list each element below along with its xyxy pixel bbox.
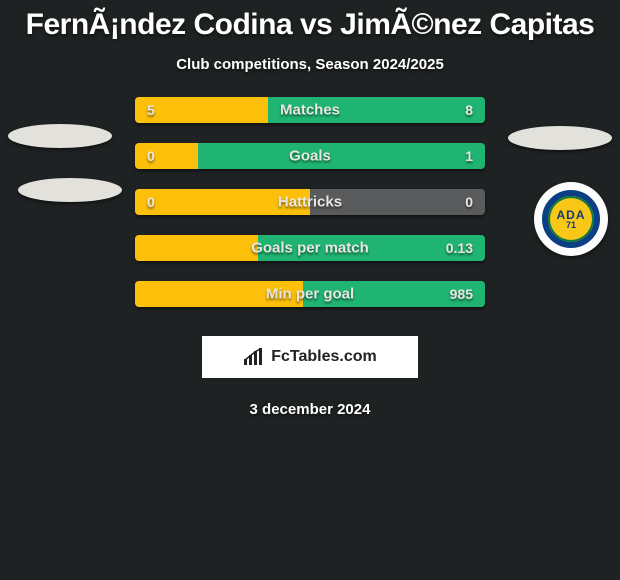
- stat-label: Goals: [135, 148, 485, 165]
- stat-label: Hattricks: [135, 194, 485, 211]
- club-badge-inner: ADA 71: [542, 190, 600, 248]
- stat-row: 58Matches: [135, 97, 485, 123]
- stat-row: 00Hattricks: [135, 189, 485, 215]
- bars-icon: [243, 348, 265, 366]
- date-line: 3 december 2024: [0, 401, 620, 418]
- page-title: FernÃ¡ndez Codina vs JimÃ©nez Capitas: [0, 0, 620, 42]
- source-box[interactable]: FcTables.com: [201, 335, 419, 379]
- source-label: FcTables.com: [271, 348, 377, 366]
- stat-row: 985Min per goal: [135, 281, 485, 307]
- subtitle: Club competitions, Season 2024/2025: [0, 56, 620, 73]
- stat-label: Min per goal: [135, 286, 485, 303]
- badge-line2: 71: [566, 221, 576, 230]
- club-badge: ADA 71: [534, 182, 608, 256]
- player-slot-left: [18, 178, 122, 202]
- badge-line1: ADA: [557, 209, 586, 221]
- stat-label: Matches: [135, 102, 485, 119]
- stat-row: 0.13Goals per match: [135, 235, 485, 261]
- stat-row: 01Goals: [135, 143, 485, 169]
- player-slot-left: [8, 124, 112, 148]
- player-slot-right: [508, 126, 612, 150]
- stat-label: Goals per match: [135, 240, 485, 257]
